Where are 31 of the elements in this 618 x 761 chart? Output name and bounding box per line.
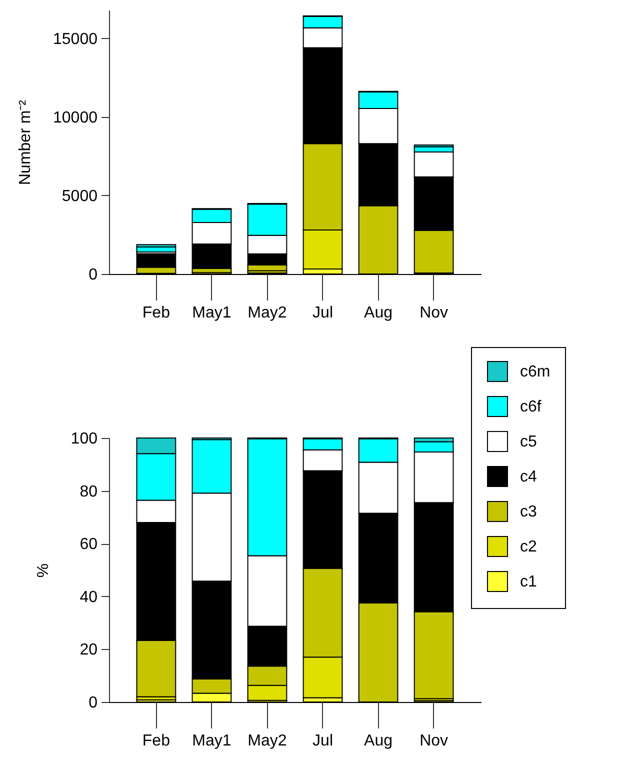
x-tick-label: Jul (312, 304, 333, 322)
legend-label: c3 (520, 504, 537, 520)
legend-label: c1 (520, 574, 537, 590)
x-tick-label: Jul (312, 732, 333, 750)
x-tick-label: May2 (248, 732, 287, 750)
legend-label: c4 (520, 468, 537, 486)
legend-label: c6f (520, 398, 542, 416)
y-tick-label: 80 (80, 483, 98, 500)
x-tick-label: May1 (192, 732, 232, 750)
x-tick-label: Aug (364, 732, 393, 750)
x-tick-label: May1 (192, 304, 232, 322)
y-tick-label: 20 (80, 642, 98, 659)
y-tick-label: 0 (88, 694, 98, 712)
x-tick-label: Aug (364, 304, 393, 322)
legend-label: c6m (520, 364, 550, 380)
x-tick-label: May2 (248, 304, 287, 322)
x-tick-label: Feb (142, 304, 170, 322)
y-tick-label: 10000 (53, 109, 98, 126)
y-axis-title: % (34, 563, 52, 578)
y-tick-label: 5000 (62, 188, 98, 205)
y-tick-label: 100 (70, 430, 98, 448)
x-tick-label: Feb (142, 732, 170, 750)
y-tick-label: 60 (80, 536, 98, 554)
y-tick-label: 0 (88, 266, 98, 284)
y-tick-label: 40 (80, 588, 98, 606)
legend-label: c5 (520, 434, 537, 450)
y-tick-label: 15000 (53, 30, 98, 48)
x-tick-label: Nov (420, 732, 448, 750)
y-axis-title: Number m⁻² (17, 99, 34, 186)
x-tick-label: Nov (420, 304, 448, 322)
legend-label: c2 (520, 538, 537, 556)
